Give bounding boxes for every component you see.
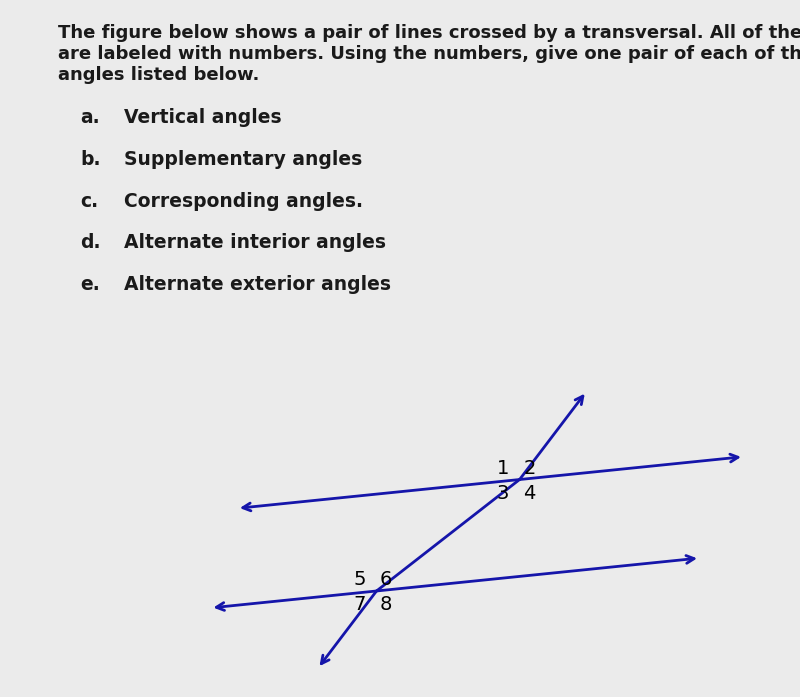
Text: 5: 5 — [354, 570, 366, 589]
Text: angles listed below.: angles listed below. — [58, 66, 259, 84]
Text: 8: 8 — [380, 595, 393, 614]
Text: e.: e. — [80, 275, 100, 294]
Text: are labeled with numbers. Using the numbers, give one pair of each of the types : are labeled with numbers. Using the numb… — [58, 45, 800, 63]
Text: d.: d. — [80, 233, 101, 252]
Text: 4: 4 — [523, 484, 535, 503]
Text: Corresponding angles.: Corresponding angles. — [124, 192, 363, 210]
Text: b.: b. — [80, 150, 101, 169]
Text: Supplementary angles: Supplementary angles — [124, 150, 362, 169]
Text: a.: a. — [80, 108, 100, 127]
Text: 7: 7 — [354, 595, 366, 614]
Text: Alternate exterior angles: Alternate exterior angles — [124, 275, 391, 294]
Text: 3: 3 — [497, 484, 509, 503]
Text: Vertical angles: Vertical angles — [124, 108, 282, 127]
Text: The figure below shows a pair of lines crossed by a transversal. All of the angl: The figure below shows a pair of lines c… — [58, 24, 800, 43]
Text: 1: 1 — [497, 459, 509, 478]
Text: Alternate interior angles: Alternate interior angles — [124, 233, 386, 252]
Text: 2: 2 — [523, 459, 535, 478]
Text: c.: c. — [80, 192, 98, 210]
Text: 6: 6 — [380, 570, 393, 589]
